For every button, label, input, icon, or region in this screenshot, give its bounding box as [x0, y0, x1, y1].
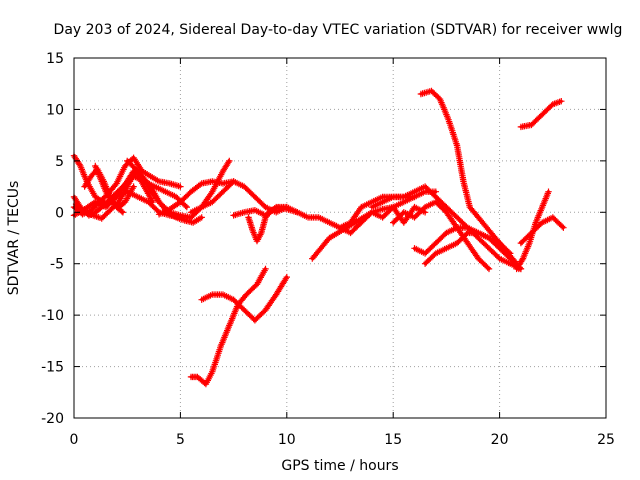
- series-markers: [245, 203, 290, 245]
- series-markers: [390, 198, 493, 273]
- series-markers: [187, 265, 269, 388]
- series-sat-s: [417, 87, 525, 273]
- x-tick-label: 5: [176, 432, 185, 448]
- data-points: [70, 87, 567, 388]
- series-markers: [517, 214, 567, 247]
- plot-frame: [73, 57, 607, 419]
- series-sat-i: [155, 178, 237, 218]
- axis-ticks: 0 5 10 15 20 25 -20 -15 -10 -5 0 5 10 15: [41, 51, 615, 448]
- series-markers: [155, 178, 237, 218]
- series-sat-w: [187, 265, 269, 388]
- x-tick-label: 15: [384, 432, 402, 448]
- x-tick-label: 20: [491, 432, 509, 448]
- y-tick-label: -20: [41, 411, 64, 427]
- series-sat-l: [245, 203, 290, 245]
- x-tick-label: 10: [278, 432, 296, 448]
- series-sat-u: [517, 214, 567, 247]
- series-markers: [92, 162, 137, 211]
- series-markers: [517, 98, 565, 131]
- y-tick-label: 15: [46, 51, 64, 67]
- y-tick-label: 10: [46, 102, 64, 118]
- y-tick-label: -15: [41, 360, 64, 376]
- series-markers: [72, 167, 156, 222]
- series-sat-o: [368, 183, 525, 273]
- series-sat-v: [517, 98, 565, 131]
- series-markers: [198, 273, 290, 324]
- x-axis-label: GPS time / hours: [281, 458, 398, 474]
- x-tick-label: 25: [597, 432, 615, 448]
- series-markers: [368, 183, 525, 273]
- series-sat-x: [198, 273, 290, 324]
- series-sat-g: [92, 162, 137, 211]
- y-tick-label: -10: [41, 308, 64, 324]
- x-tick-label: 0: [70, 432, 79, 448]
- series-markers: [417, 87, 525, 273]
- y-tick-label: 5: [55, 154, 64, 170]
- y-tick-label: -5: [50, 257, 64, 273]
- chart-title: Day 203 of 2024, Sidereal Day-to-day VTE…: [54, 22, 623, 38]
- y-axis-label: SDTVAR / TECUs: [6, 181, 22, 296]
- y-tick-label: 0: [55, 205, 64, 221]
- series-sat-p: [390, 198, 493, 273]
